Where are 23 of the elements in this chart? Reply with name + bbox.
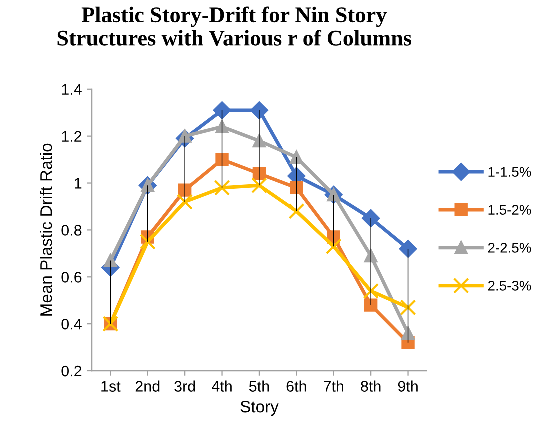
x-tick-label: 3rd bbox=[174, 380, 196, 392]
chart-title: Plastic Story-Drift for Nin Story Structures with Various r of Columns bbox=[58, 6, 412, 46]
x-tick-label: 2nd bbox=[136, 380, 160, 392]
y-tick-label: 1.4 bbox=[62, 84, 82, 95]
y-tick-label: 0.2 bbox=[62, 366, 82, 377]
y-axis-title: Mean Plastic Drift Ratio bbox=[40, 144, 52, 316]
x-tick-label: 7th bbox=[324, 380, 344, 392]
x-tick-label: 6th bbox=[286, 380, 306, 392]
legend-label: 2.5-3% bbox=[488, 281, 532, 291]
legend-label: 2-2.5% bbox=[488, 243, 532, 253]
y-tick-label: 0.4 bbox=[62, 318, 82, 330]
legend-label: 1-1.5% bbox=[488, 167, 532, 178]
x-tick-label: 4th bbox=[212, 380, 232, 392]
y-tick-label: 1 bbox=[75, 178, 82, 189]
x-tick-label: 1st bbox=[102, 381, 121, 392]
x-tick-label: 9th bbox=[398, 380, 418, 392]
legend-label: 1.5-2% bbox=[488, 205, 532, 215]
y-tick-label: 1.2 bbox=[62, 131, 82, 142]
x-tick-label: 5th bbox=[249, 380, 270, 392]
x-axis-title: Story bbox=[240, 400, 279, 416]
y-tick-label: 0.6 bbox=[62, 272, 82, 283]
y-tick-label: 0.8 bbox=[62, 225, 82, 236]
x-tick-label: 8th bbox=[361, 380, 381, 392]
